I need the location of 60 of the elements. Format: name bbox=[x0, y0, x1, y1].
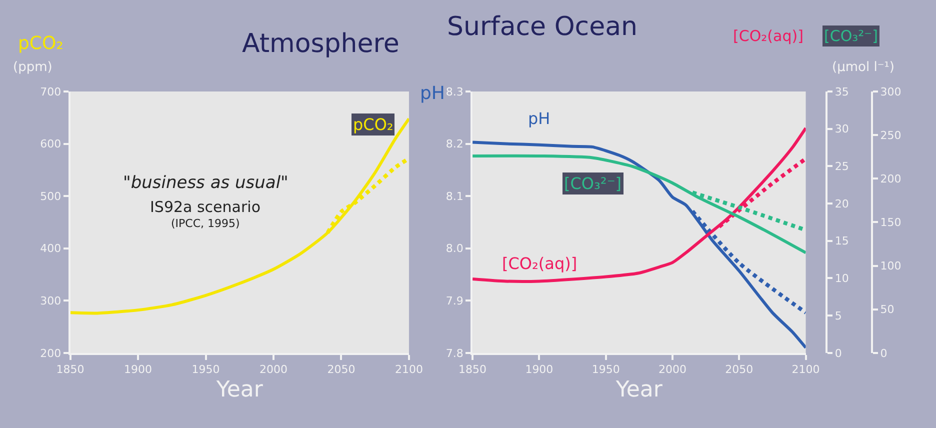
y2-tick-label: 10 bbox=[834, 272, 849, 286]
y-tick-label: 300 bbox=[40, 294, 62, 308]
y3-tick-label: 0 bbox=[880, 346, 888, 360]
y-tick-label: 7.9 bbox=[446, 294, 464, 308]
x-tick-label: 2100 bbox=[394, 363, 423, 376]
y-tick-label: 8.0 bbox=[446, 242, 464, 256]
y3-tick-label: 200 bbox=[880, 172, 902, 186]
x-tick-label: 1900 bbox=[124, 363, 152, 376]
y-tick-label: 8.2 bbox=[446, 138, 464, 151]
x-tick-label: 2050 bbox=[327, 363, 356, 376]
y2-axis-title: [CO₂(aq)] bbox=[733, 27, 804, 45]
y-tick-label: 8.1 bbox=[446, 190, 464, 203]
x-axis-title: Year bbox=[215, 378, 264, 403]
x-tick-label: 1850 bbox=[56, 363, 84, 376]
x-tick-label: 2050 bbox=[725, 363, 754, 376]
y3-tick-label: 50 bbox=[880, 303, 894, 316]
y3-tick-label: 150 bbox=[880, 216, 902, 230]
y2-tick-label: 0 bbox=[834, 346, 842, 360]
y3-tick-label: 300 bbox=[880, 85, 902, 98]
line-series bbox=[472, 126, 806, 283]
y-axis-title: pH bbox=[420, 83, 445, 104]
line-series bbox=[472, 140, 806, 350]
y-tick-label: 200 bbox=[40, 346, 62, 360]
text: (ppm) bbox=[13, 60, 52, 75]
y-axis-title: pCO₂ bbox=[18, 33, 64, 54]
y2-tick-label: 25 bbox=[834, 160, 849, 174]
y-tick-label: 600 bbox=[40, 138, 62, 151]
x-tick-label: 2000 bbox=[658, 363, 686, 376]
chart-title: Atmosphere bbox=[242, 29, 400, 59]
y2-tick-label: 30 bbox=[834, 122, 849, 136]
y-tick-label: 700 bbox=[40, 85, 62, 98]
y3-tick-label: 250 bbox=[880, 128, 902, 142]
x-tick-label: 1950 bbox=[592, 363, 620, 376]
series-label: [CO₃²⁻] bbox=[564, 174, 622, 193]
x-tick-label: 1900 bbox=[525, 363, 554, 376]
text: (μmol l⁻¹) bbox=[832, 60, 894, 75]
series-label: pCO₂ bbox=[353, 115, 394, 134]
annotation: IS92a scenario bbox=[150, 198, 260, 216]
x-axis-title: Year bbox=[614, 378, 664, 403]
y3-tick-label: 100 bbox=[880, 260, 902, 273]
y3-axis-title: [CO₃²⁻] bbox=[824, 27, 878, 45]
y-tick-label: 500 bbox=[40, 190, 62, 203]
y2-tick-label: 35 bbox=[834, 85, 849, 98]
x-tick-label: 1850 bbox=[458, 363, 487, 376]
x-tick-label: 2000 bbox=[260, 363, 288, 376]
y2-tick-label: 5 bbox=[834, 309, 842, 322]
series-label: [CO₂(aq)] bbox=[502, 254, 578, 273]
y2-tick-label: 15 bbox=[834, 234, 849, 248]
y2-tick-label: 20 bbox=[834, 197, 849, 210]
annotation: (IPCC, 1995) bbox=[171, 217, 240, 230]
x-tick-label: 1950 bbox=[192, 363, 220, 376]
chart-title: Surface Ocean bbox=[447, 12, 638, 42]
line-series bbox=[472, 154, 806, 254]
x-tick-label: 2100 bbox=[792, 363, 820, 376]
annotation: "business as usual" bbox=[123, 173, 288, 193]
y-tick-label: 400 bbox=[40, 242, 62, 256]
y-tick-label: 8.3 bbox=[446, 85, 464, 98]
y-tick-label: 7.8 bbox=[446, 346, 464, 360]
line-series bbox=[70, 117, 409, 315]
series-label: pH bbox=[528, 109, 550, 128]
